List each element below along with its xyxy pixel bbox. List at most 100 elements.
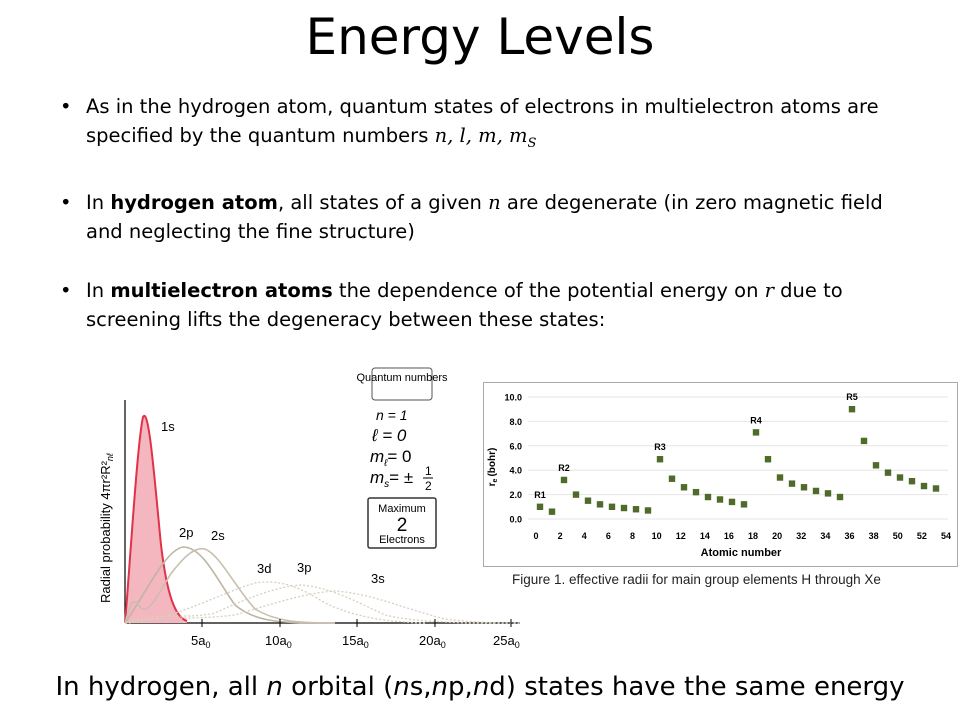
chart-xtick: 2 bbox=[558, 531, 563, 541]
radial-y-label: Radial probability 4πr²R²nℓ bbox=[98, 453, 115, 603]
math-quantum-numbers: n, l, m, m bbox=[434, 124, 528, 147]
label-2p: 2p bbox=[179, 525, 193, 540]
chart-xtick: 38 bbox=[869, 531, 879, 541]
radial-xtick: 5a0 bbox=[191, 633, 210, 650]
chart-xtick: 32 bbox=[796, 531, 806, 541]
chart-point bbox=[776, 474, 784, 481]
label-3p: 3p bbox=[297, 560, 311, 575]
chart-point bbox=[680, 484, 688, 491]
chart-xtick: 18 bbox=[748, 531, 758, 541]
chart-point bbox=[908, 477, 916, 485]
max-number: 2 bbox=[397, 515, 408, 536]
quantum-box bbox=[371, 367, 433, 401]
chart-point bbox=[608, 503, 616, 510]
qn-half-num: 1 bbox=[425, 464, 432, 478]
chart-annotation: R5 bbox=[846, 392, 858, 402]
curve-1s-fill bbox=[125, 415, 187, 623]
chart-ytick: 6.0 bbox=[509, 441, 522, 451]
bullet-list: As in the hydrogen atom, quantum states … bbox=[60, 92, 890, 364]
chart-point bbox=[656, 456, 664, 463]
chart-annotation: R1 bbox=[534, 490, 546, 500]
chart-ytick: 2.0 bbox=[509, 490, 522, 500]
bullet-quantum-numbers: As in the hydrogen atom, quantum states … bbox=[60, 92, 890, 158]
chart-point bbox=[932, 485, 940, 492]
chart-xtick: 4 bbox=[582, 531, 587, 541]
curve-3d bbox=[124, 581, 426, 624]
label-2s: 2s bbox=[211, 528, 225, 543]
chart-ytick: 10.0 bbox=[504, 393, 522, 403]
chart-xtick: 54 bbox=[941, 531, 951, 541]
bullet-text: In bbox=[86, 190, 111, 214]
radial-x-ticks: 5a0 10a0 15a0 20a0 25a0 bbox=[191, 619, 520, 650]
chart-point bbox=[824, 490, 832, 497]
chart-point bbox=[800, 484, 808, 491]
chart-point bbox=[728, 498, 736, 506]
chart-xtick: 34 bbox=[820, 531, 830, 541]
bullet-text: the dependence of the potential energy o… bbox=[332, 278, 765, 302]
chart-xtick: 52 bbox=[917, 531, 927, 541]
bold-term: hydrogen atom bbox=[110, 190, 278, 214]
chart-ytick: 4.0 bbox=[509, 466, 522, 476]
chart-xtick: 50 bbox=[893, 531, 903, 541]
radial-xtick: 25a0 bbox=[493, 633, 520, 650]
chart-point bbox=[632, 506, 640, 513]
page-title: Energy Levels bbox=[305, 8, 655, 66]
chart-xtick: 10 bbox=[652, 531, 662, 541]
chart-xtick: 0 bbox=[533, 531, 538, 541]
chart-xtick: 6 bbox=[606, 531, 611, 541]
label-3s: 3s bbox=[371, 571, 385, 586]
chart-xtick: 36 bbox=[845, 531, 855, 541]
bold-term: multielectron atoms bbox=[110, 278, 333, 302]
curve-2p bbox=[124, 546, 316, 624]
qn-ms: ms= ± bbox=[370, 468, 413, 490]
quantum-number-list: n = 1 ℓ = 0 mℓ= 0 ms= ± 1 2 bbox=[370, 407, 433, 493]
chart-annotation: R2 bbox=[558, 463, 570, 473]
chart-point bbox=[872, 462, 880, 469]
label-1s: 1s bbox=[161, 419, 175, 434]
radial-xtick: 20a0 bbox=[419, 633, 446, 650]
qn-half-den: 2 bbox=[425, 479, 432, 493]
chart-point bbox=[572, 491, 580, 498]
chart-point bbox=[596, 501, 604, 508]
radial-xtick: 10a0 bbox=[265, 633, 292, 650]
chart-xtick: 8 bbox=[630, 531, 635, 541]
chart-point bbox=[752, 429, 760, 436]
chart-xtick: 16 bbox=[724, 531, 734, 541]
chart-annotation: R3 bbox=[654, 442, 666, 452]
chart-point bbox=[668, 475, 676, 482]
chart-point bbox=[692, 488, 700, 496]
bullet-text: , all states of a given bbox=[277, 190, 489, 214]
curve-2s bbox=[124, 547, 336, 624]
bullet-text: are degenerate (in zero magnetic field a… bbox=[86, 190, 883, 243]
qn-l: ℓ = 0 bbox=[371, 426, 407, 445]
chart-point bbox=[764, 456, 772, 463]
bullet-text: As in the hydrogen atom, quantum states … bbox=[86, 95, 879, 147]
curve-3p bbox=[124, 584, 496, 624]
radial-probability-figure: 1s 2p 2s 3d 3p 3s Radial probability 4πr… bbox=[98, 367, 521, 650]
chart-ytick: 8.0 bbox=[509, 417, 522, 427]
chart-y-label: re(bohr) bbox=[487, 448, 499, 487]
quantum-box-title: Quantum numbers bbox=[356, 372, 448, 384]
chart-point bbox=[896, 474, 904, 481]
chart-point bbox=[644, 507, 652, 514]
chart-point bbox=[740, 501, 748, 508]
radial-xtick: 15a0 bbox=[342, 633, 369, 650]
chart-point bbox=[536, 503, 544, 510]
figure-caption: Figure 1. effective radii for main group… bbox=[512, 572, 881, 587]
chart-point bbox=[884, 469, 892, 476]
footer-statement: In hydrogen, all n orbital (ns,np,nd) st… bbox=[55, 672, 905, 702]
chart-annotation: R4 bbox=[750, 415, 762, 425]
chart-point bbox=[788, 480, 796, 487]
bullet-multielectron: In multielectron atoms the dependence of… bbox=[60, 276, 890, 334]
chart-x-label: Atomic number bbox=[701, 547, 782, 559]
chart-point bbox=[620, 504, 628, 512]
chart-xtick: 20 bbox=[772, 531, 782, 541]
curve-1s bbox=[124, 414, 188, 624]
chart-point bbox=[584, 497, 592, 504]
chart-point bbox=[560, 476, 568, 484]
chart-xtick: 12 bbox=[676, 531, 686, 541]
chart-point bbox=[920, 482, 928, 490]
bullet-text: In bbox=[86, 278, 111, 302]
chart-xtick: 14 bbox=[700, 531, 710, 541]
chart-point bbox=[548, 508, 556, 515]
